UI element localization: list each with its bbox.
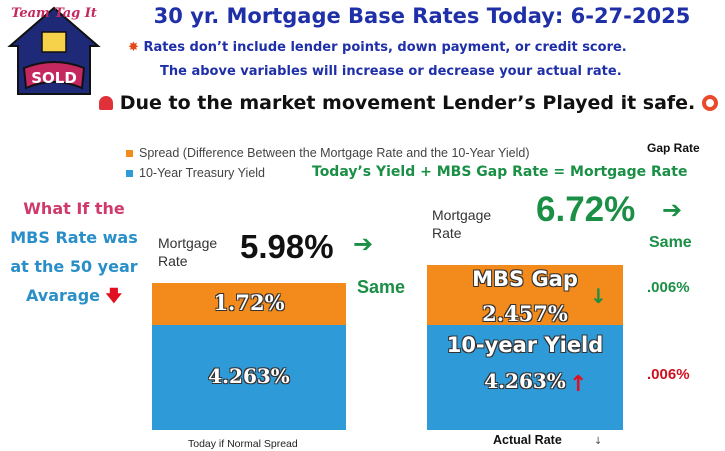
warning-banner: Due to the market movement Lender’s Play… xyxy=(96,88,721,118)
lifebuoy-icon xyxy=(701,95,718,111)
left-same-text: Same xyxy=(357,277,406,297)
bar-normal-yield xyxy=(152,325,346,430)
right-mortgage-label: Mortgage Rate xyxy=(432,207,492,241)
what-if-line-4-text: Avarage xyxy=(25,286,100,305)
bar-actual-yield-title: 10-year Yield xyxy=(446,333,604,358)
legend-swatch-spread xyxy=(126,149,133,157)
logo-text-sold: SOLD xyxy=(31,69,77,87)
category-label-normal: Today if Normal Spread xyxy=(188,438,298,450)
gap-rate-header: Gap Rate xyxy=(647,141,700,155)
what-if-line-1: What If the xyxy=(23,199,125,218)
bar-actual-spread-title: MBS Gap xyxy=(472,266,578,291)
right-mortgage-value: 6.72% xyxy=(536,190,636,229)
explosion-icon: ✸ xyxy=(128,40,139,55)
right-arrow-green-icon: ➔ xyxy=(353,230,374,258)
up-arrow-red-icon: ↑ xyxy=(569,372,588,397)
equation-text: Today’s Yield + MBS Gap Rate = Mortgage … xyxy=(312,164,688,180)
gap-change-text: .006% xyxy=(647,279,690,296)
legend-item-treasury: 10-Year Treasury Yield xyxy=(126,166,265,180)
right-arrow-green-icon-2: ➔ xyxy=(662,196,683,224)
note-line-1-text: Rates don’t include lender points, down … xyxy=(143,40,627,55)
legend-label-treasury: 10-Year Treasury Yield xyxy=(139,166,266,180)
bar-actual-yield xyxy=(427,325,623,430)
down-arrow-red-icon: 🡇 xyxy=(105,286,123,305)
left-mortgage-value: 5.98% xyxy=(240,228,334,265)
left-mortgage-label: Mortgage Rate xyxy=(158,235,218,269)
bar-actual-spread-label: 2.457% xyxy=(482,301,568,327)
legend-swatch-treasury xyxy=(126,169,133,177)
logo: Team Tag It SOLD xyxy=(2,2,106,106)
what-if-line-3: at the 50 year xyxy=(10,257,138,276)
yield-change-text: .006% xyxy=(647,366,690,383)
category-label-actual: Actual Rate xyxy=(493,433,562,447)
warning-text: Due to the market movement Lender’s Play… xyxy=(119,92,696,114)
what-if-line-2: MBS Rate was xyxy=(10,228,138,247)
logo-text-top: Team Tag It xyxy=(11,6,97,21)
bar-actual-spread xyxy=(427,264,623,326)
bar-normal-yield-label: 4.263% xyxy=(208,363,290,388)
logo-graphic xyxy=(7,6,101,95)
down-arrow-green-icon: ↓ xyxy=(590,284,607,308)
note-line-2: The above variables will increase or dec… xyxy=(160,64,622,79)
siren-icon xyxy=(99,96,114,110)
what-if-text: What If the MBS Rate was at the 50 year … xyxy=(4,194,144,310)
bar-normal-spread xyxy=(152,282,346,326)
legend-item-spread: Spread (Difference Between the Mortgage … xyxy=(126,146,530,160)
legend-label-spread: Spread (Difference Between the Mortgage … xyxy=(139,146,530,160)
what-if-line-4: Avarage 🡇 xyxy=(4,281,144,310)
bar-actual-yield-label: 4.263% xyxy=(484,369,566,394)
page-title: 30 yr. Mortgage Base Rates Today: 6-27-2… xyxy=(153,4,691,28)
right-same-text: Same xyxy=(649,234,692,251)
small-down-arrow-icon: ↓ xyxy=(594,436,603,447)
bar-normal-spread-label: 1.72% xyxy=(213,290,285,316)
note-line-1: ✸ Rates don’t include lender points, dow… xyxy=(128,40,718,55)
